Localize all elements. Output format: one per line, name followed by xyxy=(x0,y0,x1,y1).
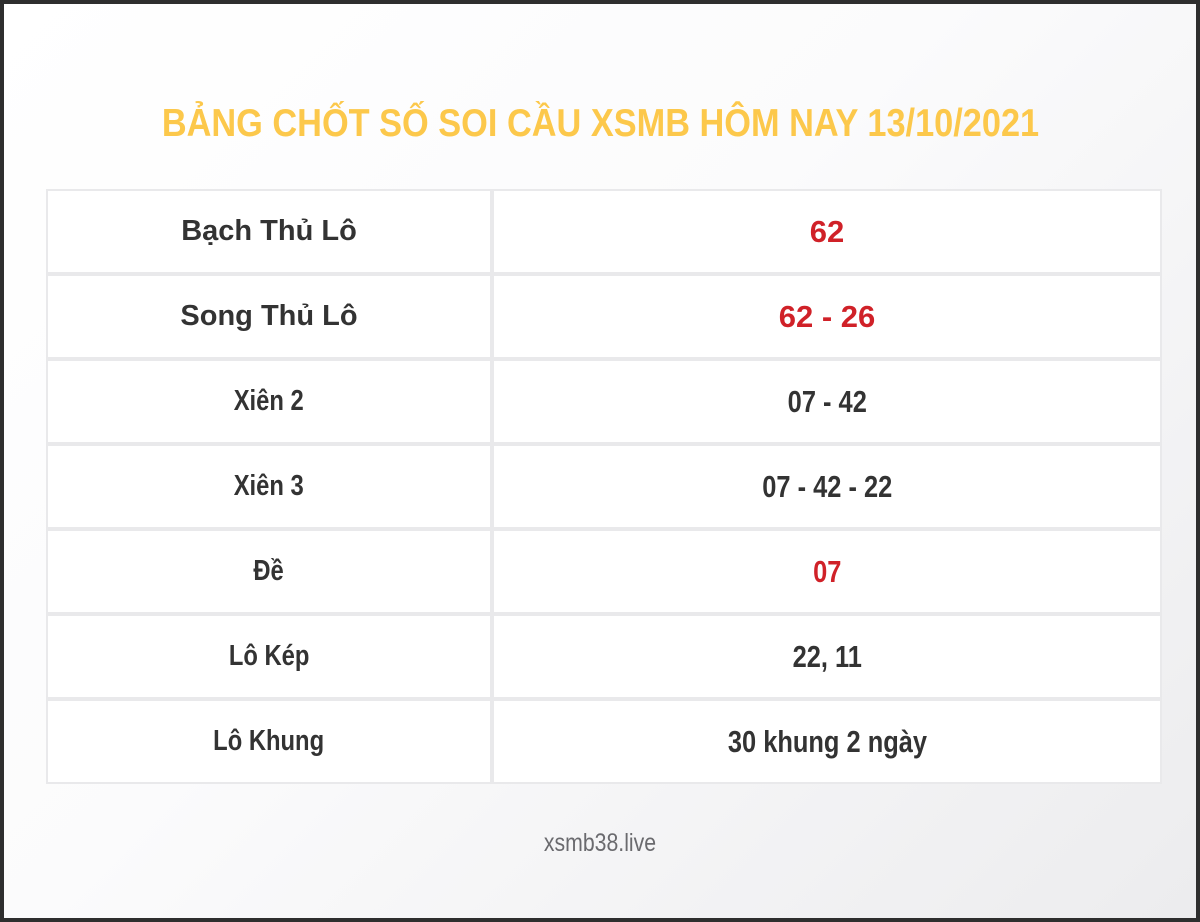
table-row: Đề 07 xyxy=(46,529,1162,614)
row-value-cell: 62 xyxy=(492,189,1162,274)
row-label: Lô Khung xyxy=(213,725,325,757)
row-value: 30 khung 2 ngày xyxy=(727,723,927,759)
row-value: 62 - 26 xyxy=(778,298,876,334)
table-row: Lô Kép 22, 11 xyxy=(46,614,1162,699)
row-value: 22, 11 xyxy=(792,638,862,674)
row-value: 07 - 42 - 22 xyxy=(761,468,892,504)
row-value-cell: 62 - 26 xyxy=(492,274,1162,359)
row-label-cell: Xiên 3 xyxy=(46,444,492,529)
table-row: Xiên 2 07 - 42 xyxy=(46,359,1162,444)
row-value-cell: 07 xyxy=(492,529,1162,614)
row-label-cell: Lô Kép xyxy=(46,614,492,699)
page-title-text: BẢNG CHỐT SỐ SOI CẦU XSMB HÔM NAY 13/10/… xyxy=(161,102,1039,145)
row-label: Đề xyxy=(253,555,285,587)
row-label: Bạch Thủ Lô xyxy=(181,215,357,247)
page-title: BẢNG CHỐT SỐ SOI CẦU XSMB HÔM NAY 13/10/… xyxy=(4,101,1196,147)
row-label-cell: Song Thủ Lô xyxy=(46,274,492,359)
prediction-table: Bạch Thủ Lô 62 Song Thủ Lô 62 - 26 Xiên … xyxy=(46,189,1162,784)
row-label-cell: Bạch Thủ Lô xyxy=(46,189,492,274)
row-value-cell: 22, 11 xyxy=(492,614,1162,699)
row-label: Xiên 3 xyxy=(233,470,305,502)
row-label-cell: Xiên 2 xyxy=(46,359,492,444)
table-row: Bạch Thủ Lô 62 xyxy=(46,189,1162,274)
table-row: Lô Khung 30 khung 2 ngày xyxy=(46,699,1162,784)
row-value-cell: 07 - 42 xyxy=(492,359,1162,444)
row-label: Lô Kép xyxy=(228,640,310,672)
row-label-cell: Đề xyxy=(46,529,492,614)
row-label: Xiên 2 xyxy=(233,385,305,417)
site-watermark-text: xsmb38.live xyxy=(543,829,657,857)
row-value: 07 xyxy=(812,553,842,589)
row-label: Song Thủ Lô xyxy=(180,300,358,332)
row-value: 07 - 42 xyxy=(787,383,867,419)
row-label-cell: Lô Khung xyxy=(46,699,492,784)
table-row: Song Thủ Lô 62 - 26 xyxy=(46,274,1162,359)
row-value-cell: 30 khung 2 ngày xyxy=(492,699,1162,784)
site-watermark: xsmb38.live xyxy=(4,826,1196,860)
row-value-cell: 07 - 42 - 22 xyxy=(492,444,1162,529)
row-value: 62 xyxy=(809,213,845,249)
table-row: Xiên 3 07 - 42 - 22 xyxy=(46,444,1162,529)
